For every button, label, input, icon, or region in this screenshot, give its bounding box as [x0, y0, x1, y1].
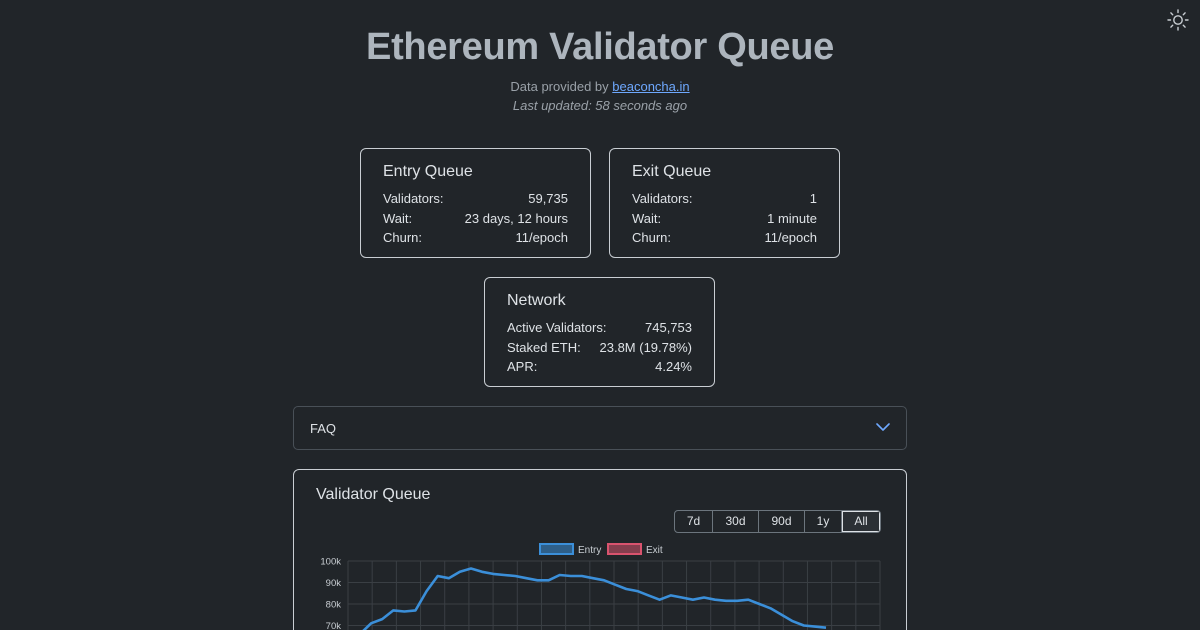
last-updated: Last updated: 58 seconds ago — [512, 98, 688, 113]
y-tick-label: 70k — [326, 621, 342, 630]
apr-row: APR: 4.24% — [507, 357, 692, 377]
row-label: Churn: — [632, 230, 672, 245]
row-value: 11/epoch — [764, 230, 817, 245]
row-label: Validators: — [632, 191, 693, 206]
faq-label: FAQ — [310, 420, 337, 436]
legend-entry-label: Entry — [578, 545, 601, 556]
exit-validators-row: Validators: 1 — [632, 189, 817, 209]
entry-wait-row: Wait: 23 days, 12 hours — [383, 209, 568, 229]
range-all-button[interactable]: All — [842, 511, 880, 532]
row-label: Active Validators: — [507, 320, 607, 335]
network-card: Network Active Validators: 745,753 Stake… — [484, 277, 715, 387]
chevron-down-icon[interactable] — [876, 419, 890, 437]
validator-queue-chart: Entry Exit 100k 90k 80k 70k — [320, 543, 881, 630]
exit-wait-row: Wait: 1 minute — [632, 209, 817, 229]
y-tick-label: 90k — [326, 578, 342, 589]
entry-queue-card: Entry Queue Validators: 59,735 Wait: 23 … — [360, 148, 591, 258]
row-value: 23 days, 12 hours — [464, 210, 568, 226]
validator-queue-chart-card: Validator Queue 7d 30d 90d 1y All Entry E… — [293, 469, 907, 630]
active-validators-row: Active Validators: 745,753 — [507, 318, 692, 338]
row-label: Wait: — [383, 210, 413, 226]
page-title: Ethereum Validator Queue — [366, 26, 834, 68]
exit-churn-row: Churn: 11/epoch — [632, 228, 817, 248]
exit-queue-title: Exit Queue — [632, 163, 712, 180]
entry-validators-row: Validators: 59,735 — [383, 189, 568, 209]
provider-prefix: Data provided by — [510, 79, 609, 94]
chart-title: Validator Queue — [316, 486, 431, 503]
network-title: Network — [507, 292, 566, 309]
row-value: 59,735 — [528, 191, 568, 206]
exit-queue-card: Exit Queue Validators: 1 Wait: 1 minute … — [609, 148, 840, 258]
provider-link[interactable]: beaconcha.in — [612, 79, 690, 94]
faq-accordion[interactable]: FAQ — [293, 406, 907, 450]
entry-churn-row: Churn: 11/epoch — [383, 228, 568, 248]
row-value: 1 minute — [767, 210, 817, 226]
legend-exit-label: Exit — [646, 545, 663, 556]
range-1y-button[interactable]: 1y — [805, 511, 842, 532]
row-label: Staked ETH: — [507, 339, 581, 355]
range-90d-button[interactable]: 90d — [759, 511, 805, 532]
staked-eth-row: Staked ETH: 23.8M (19.78%) — [507, 338, 692, 358]
row-value: 745,753 — [645, 320, 692, 335]
range-30d-button[interactable]: 30d — [713, 511, 759, 532]
row-label: APR: — [507, 359, 538, 374]
row-label: Churn: — [383, 230, 423, 245]
range-7d-button[interactable]: 7d — [675, 511, 713, 532]
row-value: 11/epoch — [515, 230, 568, 245]
data-provider-line: Data provided by beaconcha.in — [0, 79, 1200, 94]
row-value: 4.24% — [655, 359, 692, 374]
entry-queue-title: Entry Queue — [383, 163, 473, 180]
y-tick-label: 100k — [320, 557, 341, 568]
legend-exit-swatch — [607, 543, 642, 555]
row-value: 23.8M (19.78%) — [599, 339, 693, 355]
row-label: Wait: — [632, 210, 662, 226]
row-label: Validators: — [383, 191, 444, 206]
sun-icon[interactable] — [1166, 8, 1190, 32]
series-line-entry — [362, 567, 827, 630]
legend-entry-swatch — [539, 543, 574, 555]
range-selector: 7d 30d 90d 1y All — [674, 510, 881, 533]
row-value: 1 — [809, 191, 817, 206]
y-tick-label: 80k — [326, 600, 342, 611]
